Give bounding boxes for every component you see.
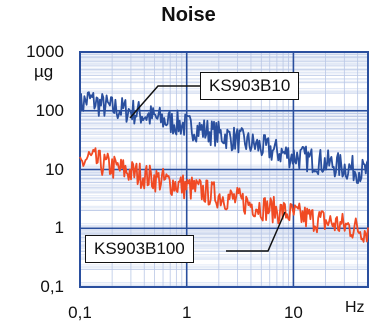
y-axis-unit: µg: [34, 62, 54, 81]
y-tick-label: 0,1: [40, 277, 64, 296]
legend-leader-ks903b10: [129, 85, 200, 119]
y-tick-label: 1000: [26, 42, 64, 61]
series-line-ks903b10: [79, 91, 369, 185]
x-tick-label: 1: [181, 303, 192, 322]
y-tick-label: 10: [45, 159, 64, 179]
y-tick-label: 100: [35, 100, 64, 120]
legend-label-ks903b100: KS903B100: [85, 235, 194, 263]
plot-frame: [79, 51, 369, 288]
x-axis-unit: Hz: [345, 299, 365, 316]
x-tick-label: 0,1: [68, 303, 92, 322]
y-tick-label: 1: [54, 218, 64, 238]
chart-title: Noise: [161, 4, 216, 26]
series-line-ks903b100: [79, 147, 369, 243]
legend-leader-ks903b100: [226, 211, 286, 252]
x-tick-label: 10: [283, 303, 303, 322]
legend-label-ks903b10: KS903B10: [200, 72, 300, 100]
